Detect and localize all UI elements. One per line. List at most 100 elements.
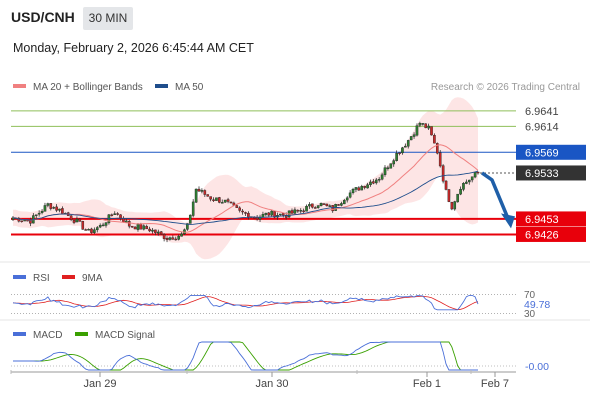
candle-body: [377, 179, 381, 181]
candle-body: [392, 160, 396, 165]
candle-body: [366, 184, 369, 189]
candle-body: [444, 180, 448, 190]
candle-body: [34, 214, 38, 216]
candle-body: [145, 226, 148, 230]
candle-body: [58, 208, 61, 211]
candle-body: [328, 205, 332, 207]
candle-body: [290, 210, 294, 214]
candle-body: [238, 207, 241, 211]
candle-body: [337, 204, 340, 206]
candle-body: [215, 197, 218, 201]
candle-body: [69, 215, 73, 220]
candle-body: [174, 238, 178, 241]
candle-body: [130, 225, 134, 228]
candles: [11, 121, 480, 243]
moving-averages: [12, 144, 479, 233]
interval-button[interactable]: 30 MIN: [83, 7, 133, 30]
candle-body: [450, 202, 454, 210]
candle-body: [374, 179, 378, 184]
candle-body: [113, 213, 117, 215]
candle-body: [340, 203, 343, 206]
candle-body: [459, 188, 462, 195]
candle-body: [430, 126, 433, 136]
candle-body: [171, 237, 175, 240]
rsi-level-label-70: 70: [524, 290, 536, 301]
candle-body: [98, 225, 102, 228]
level-tag-6-9533: 6.9533: [525, 168, 559, 180]
candle-body: [354, 187, 358, 190]
candle-body: [78, 218, 82, 222]
candle-body: [165, 238, 169, 240]
candle-body: [395, 153, 398, 161]
candle-body: [308, 204, 311, 207]
candle-body: [433, 134, 436, 144]
candle-body: [116, 213, 119, 215]
candle-body: [406, 140, 410, 147]
candle-body: [293, 209, 297, 214]
candle-body: [281, 213, 285, 216]
candle-body: [23, 219, 26, 222]
level-tag-6-9426: 6.9426: [525, 229, 559, 241]
candle-body: [412, 134, 416, 137]
candle-body: [191, 201, 195, 216]
candle-body: [372, 181, 375, 184]
level-tag-6-9453: 6.9453: [525, 214, 559, 226]
level-tag-bg-6-9426: [516, 226, 586, 242]
candle-body: [110, 214, 114, 216]
candle-body: [20, 220, 24, 222]
macd-line: [13, 341, 478, 371]
candle-body: [40, 211, 44, 213]
projection-arrow-head: [501, 213, 515, 229]
candle-body: [206, 194, 210, 197]
candle-body: [61, 208, 64, 214]
rsi-ma-legend-swatch: [62, 275, 75, 279]
candle-body: [348, 192, 352, 198]
candle-body: [424, 123, 427, 129]
candle-body: [401, 147, 404, 154]
candle-body: [270, 210, 273, 216]
candle-body: [162, 234, 166, 239]
candle-body: [360, 186, 364, 191]
candle-body: [84, 229, 87, 231]
candle-body: [363, 185, 366, 188]
macd-legend-swatch: [13, 332, 26, 336]
datetime-label: Monday, February 2, 2026 6:45:44 AM CET: [13, 41, 254, 55]
candle-body: [55, 206, 58, 211]
candle-body: [421, 123, 425, 125]
copyright-label: Research © 2026 Trading Central: [431, 82, 580, 93]
rsi-ma-legend-label: 9MA: [82, 273, 103, 284]
candle-body: [383, 167, 387, 175]
candle-body: [447, 189, 451, 202]
candle-body: [151, 229, 154, 232]
candle-body: [279, 213, 282, 216]
candle-body: [380, 174, 384, 180]
macd-current-label: -0.00: [525, 361, 549, 373]
candle-body: [244, 212, 247, 214]
candle-body: [226, 199, 230, 202]
candle-body: [418, 123, 422, 126]
candle-body: [136, 224, 140, 230]
candle-body: [212, 199, 215, 201]
rsi-level-label-30: 30: [524, 309, 536, 320]
candle-body: [49, 203, 53, 209]
candle-body: [398, 152, 401, 154]
candle-body: [470, 176, 474, 181]
candle-body: [127, 221, 131, 227]
candle-body: [369, 181, 372, 186]
candle-body: [133, 226, 137, 230]
candle-body: [223, 199, 227, 203]
candle-body: [313, 207, 317, 209]
candle-body: [46, 203, 50, 206]
candle-body: [159, 231, 163, 235]
candle-body: [43, 205, 47, 212]
candle-body: [220, 202, 224, 204]
candle-body: [456, 193, 459, 203]
candle-body: [345, 197, 349, 201]
candle-body: [441, 165, 445, 182]
ma50-legend-label: MA 50: [175, 82, 204, 93]
projection-arrow: [480, 171, 515, 229]
rsi-legend-label: RSI: [33, 273, 50, 284]
x-tick-label-0: Jan 29: [83, 378, 116, 390]
